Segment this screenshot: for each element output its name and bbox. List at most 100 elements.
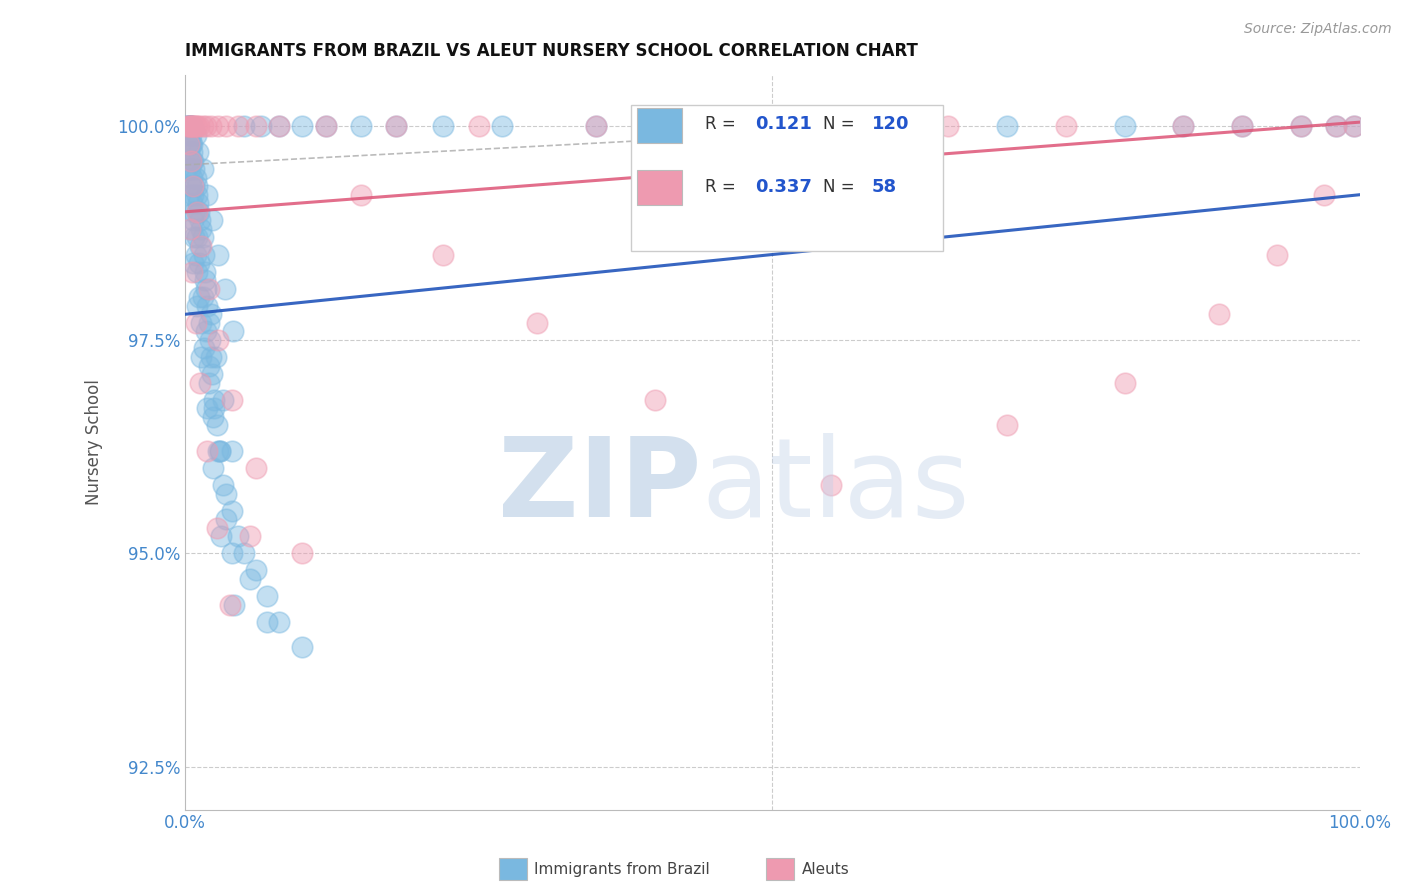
Y-axis label: Nursery School: Nursery School [86,379,103,505]
Point [385,120,408,134]
Point [205,521,228,535]
Point [191,290,214,304]
Point [180,179,202,194]
Point [291,120,314,134]
Point [291,640,314,655]
Point [177,187,200,202]
Point [432,120,454,134]
Point [186,204,208,219]
Point [1324,120,1347,134]
Point [218,598,240,612]
Point [585,120,607,134]
FancyBboxPatch shape [637,108,682,143]
Point [207,444,229,458]
Point [179,120,201,134]
Point [938,120,960,134]
Text: R =: R = [706,115,741,134]
Point [221,444,243,458]
Point [1173,120,1195,134]
Point [224,598,246,612]
Point [761,120,783,134]
Point [1289,120,1312,134]
Point [179,136,201,151]
Point [180,128,202,142]
FancyBboxPatch shape [637,170,682,205]
Point [232,120,254,134]
Point [239,572,262,586]
Point [181,264,204,278]
Point [193,342,215,356]
Point [215,486,238,500]
Point [211,478,233,492]
Point [1343,120,1365,134]
Point [256,615,278,629]
Point [315,120,337,134]
Point [184,128,207,142]
Text: R =: R = [706,178,741,196]
Point [194,273,217,287]
Point [256,589,278,603]
Point [1230,120,1253,134]
Point [176,120,198,134]
Point [184,316,207,330]
Point [188,120,211,134]
Point [350,187,373,202]
Point [186,204,208,219]
Point [1265,247,1288,261]
Point [209,444,232,458]
Point [176,128,198,142]
Point [1173,120,1195,134]
Point [197,282,219,296]
Point [267,615,290,629]
Point [267,120,290,134]
Point [191,120,214,134]
Point [1054,120,1077,134]
Point [197,359,219,373]
Point [188,256,211,270]
Point [215,512,238,526]
Point [526,316,548,330]
Point [761,120,783,134]
Point [188,376,211,390]
Point [232,546,254,560]
Point [644,120,666,134]
Point [190,222,212,236]
Point [183,162,205,177]
Point [187,196,209,211]
Point [177,120,200,134]
Point [1289,120,1312,134]
Point [820,478,842,492]
Text: N =: N = [823,115,859,134]
Point [186,230,208,244]
Point [195,120,218,134]
Point [197,316,219,330]
Point [188,239,211,253]
Point [176,162,198,177]
Point [200,120,222,134]
Point [195,282,218,296]
Point [491,120,513,134]
Point [181,187,204,202]
Point [1313,187,1336,202]
Point [467,120,489,134]
Text: Immigrants from Brazil: Immigrants from Brazil [534,863,710,877]
Point [644,392,666,407]
Text: 0.121: 0.121 [755,115,811,134]
Point [184,247,207,261]
Point [181,120,204,134]
Text: N =: N = [823,178,859,196]
Point [995,120,1018,134]
Point [226,120,249,134]
Point [177,136,200,151]
Point [222,324,245,338]
Point [183,230,205,244]
Point [188,204,211,219]
Point [184,120,207,134]
Point [195,401,218,416]
Point [585,120,607,134]
Point [190,316,212,330]
Point [1324,120,1347,134]
Point [186,179,208,194]
Point [177,120,200,134]
Point [180,120,202,134]
